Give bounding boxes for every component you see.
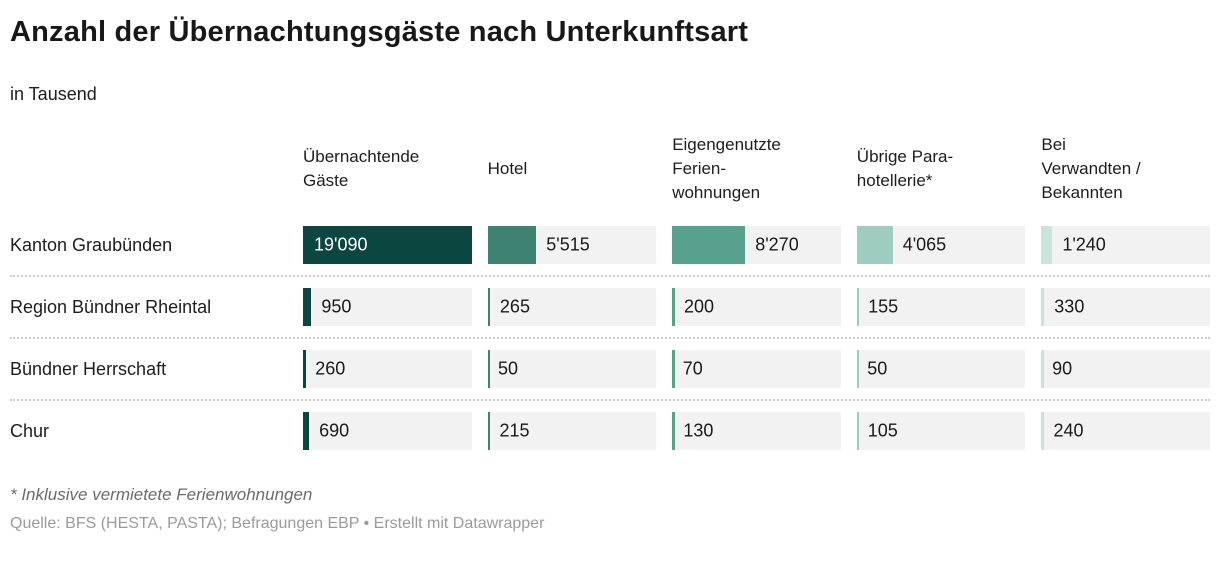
value-label: 260	[315, 358, 346, 379]
table: Übernachtende Gäste Hotel Eigengenutzte Fe…	[10, 129, 1210, 450]
value-label: 8'270	[755, 234, 799, 255]
value-bar	[672, 288, 675, 326]
value-cell: 8'270	[672, 226, 841, 264]
value-label: 155	[868, 296, 899, 317]
value-bar	[672, 350, 675, 388]
value-cell: 215	[487, 412, 657, 450]
value-cell: 200	[672, 288, 841, 326]
value-cell: 690	[303, 412, 472, 450]
value-label: 19'090	[314, 234, 368, 255]
value-label: 90	[1052, 358, 1073, 379]
value-cell: 1'240	[1041, 226, 1210, 264]
row-label: Region Bündner Rheintal	[10, 296, 212, 317]
value-bar	[303, 288, 312, 326]
value-cell: 330	[1041, 288, 1210, 326]
value-label: 5'515	[546, 234, 590, 255]
value-cell: 130	[672, 412, 841, 450]
column-header: Übrige Para- hotellerie*	[856, 147, 954, 190]
value-bar	[303, 412, 310, 450]
value-cell: 70	[672, 350, 841, 388]
value-label: 215	[499, 420, 530, 441]
chart-title: Anzahl der Übernachtungsgäste nach Unter…	[10, 16, 749, 48]
value-bar	[487, 350, 491, 388]
value-label: 950	[321, 296, 352, 317]
row-separator	[10, 326, 1210, 350]
value-label: 50	[867, 358, 888, 379]
value-cell: 105	[856, 412, 1026, 450]
row-label: Chur	[10, 420, 50, 441]
row-separator	[10, 264, 1210, 288]
column-header: Hotel	[487, 159, 528, 178]
value-label: 130	[683, 420, 714, 441]
value-bar	[672, 412, 675, 450]
row-separator	[10, 388, 1210, 412]
value-label: 50	[498, 358, 519, 379]
value-cell: 950	[303, 288, 472, 326]
value-label: 70	[682, 358, 703, 379]
table-corner	[10, 129, 287, 209]
value-bar	[1041, 412, 1044, 450]
value-label: 690	[319, 420, 350, 441]
row-label: Bündner Herrschaft	[10, 358, 167, 379]
value-label: 1'240	[1062, 234, 1106, 255]
column-header: Bei Verwandten / Bekannten	[1041, 135, 1141, 202]
value-cell: 265	[487, 288, 657, 326]
value-label: 265	[499, 296, 530, 317]
value-cell: 260	[303, 350, 472, 388]
value-cell: 155	[856, 288, 1026, 326]
chart-subtitle: in Tausend	[10, 84, 97, 104]
value-bar	[487, 288, 491, 326]
chart-container: Anzahl der Übernachtungsgäste nach Unter…	[10, 16, 1210, 532]
value-cell: 50	[487, 350, 657, 388]
value-cell: 240	[1041, 412, 1210, 450]
chart-footnote: * Inklusive vermietete Ferienwohnungen	[10, 485, 313, 504]
value-bar	[856, 412, 860, 450]
row-label: Kanton Graubünden	[10, 234, 173, 255]
chart-source: Quelle: BFS (HESTA, PASTA); Befragungen …	[10, 515, 545, 532]
value-bar	[856, 350, 860, 388]
value-label: 330	[1054, 296, 1085, 317]
value-cell: 5'515	[487, 226, 657, 264]
value-cell: 19'090	[303, 226, 472, 264]
value-label: 200	[683, 296, 714, 317]
value-bar	[487, 412, 491, 450]
column-header: Eigengenutzte Ferien- wohnungen	[672, 135, 781, 202]
value-bar	[1041, 350, 1044, 388]
value-label: 4'065	[902, 234, 947, 255]
value-cell: 90	[1041, 350, 1210, 388]
value-bar	[672, 226, 746, 264]
value-bar	[856, 288, 860, 326]
value-label: 105	[867, 420, 898, 441]
value-bar	[303, 226, 472, 264]
value-cell: 4'065	[856, 226, 1026, 264]
value-bar	[303, 350, 306, 388]
value-bar	[487, 226, 537, 264]
value-cell: 50	[856, 350, 1026, 388]
column-header: Übernachtende Gäste	[303, 147, 420, 190]
value-label: 240	[1053, 420, 1084, 441]
value-bar	[856, 226, 893, 264]
value-bar	[1041, 288, 1045, 326]
value-bar	[1041, 226, 1053, 264]
